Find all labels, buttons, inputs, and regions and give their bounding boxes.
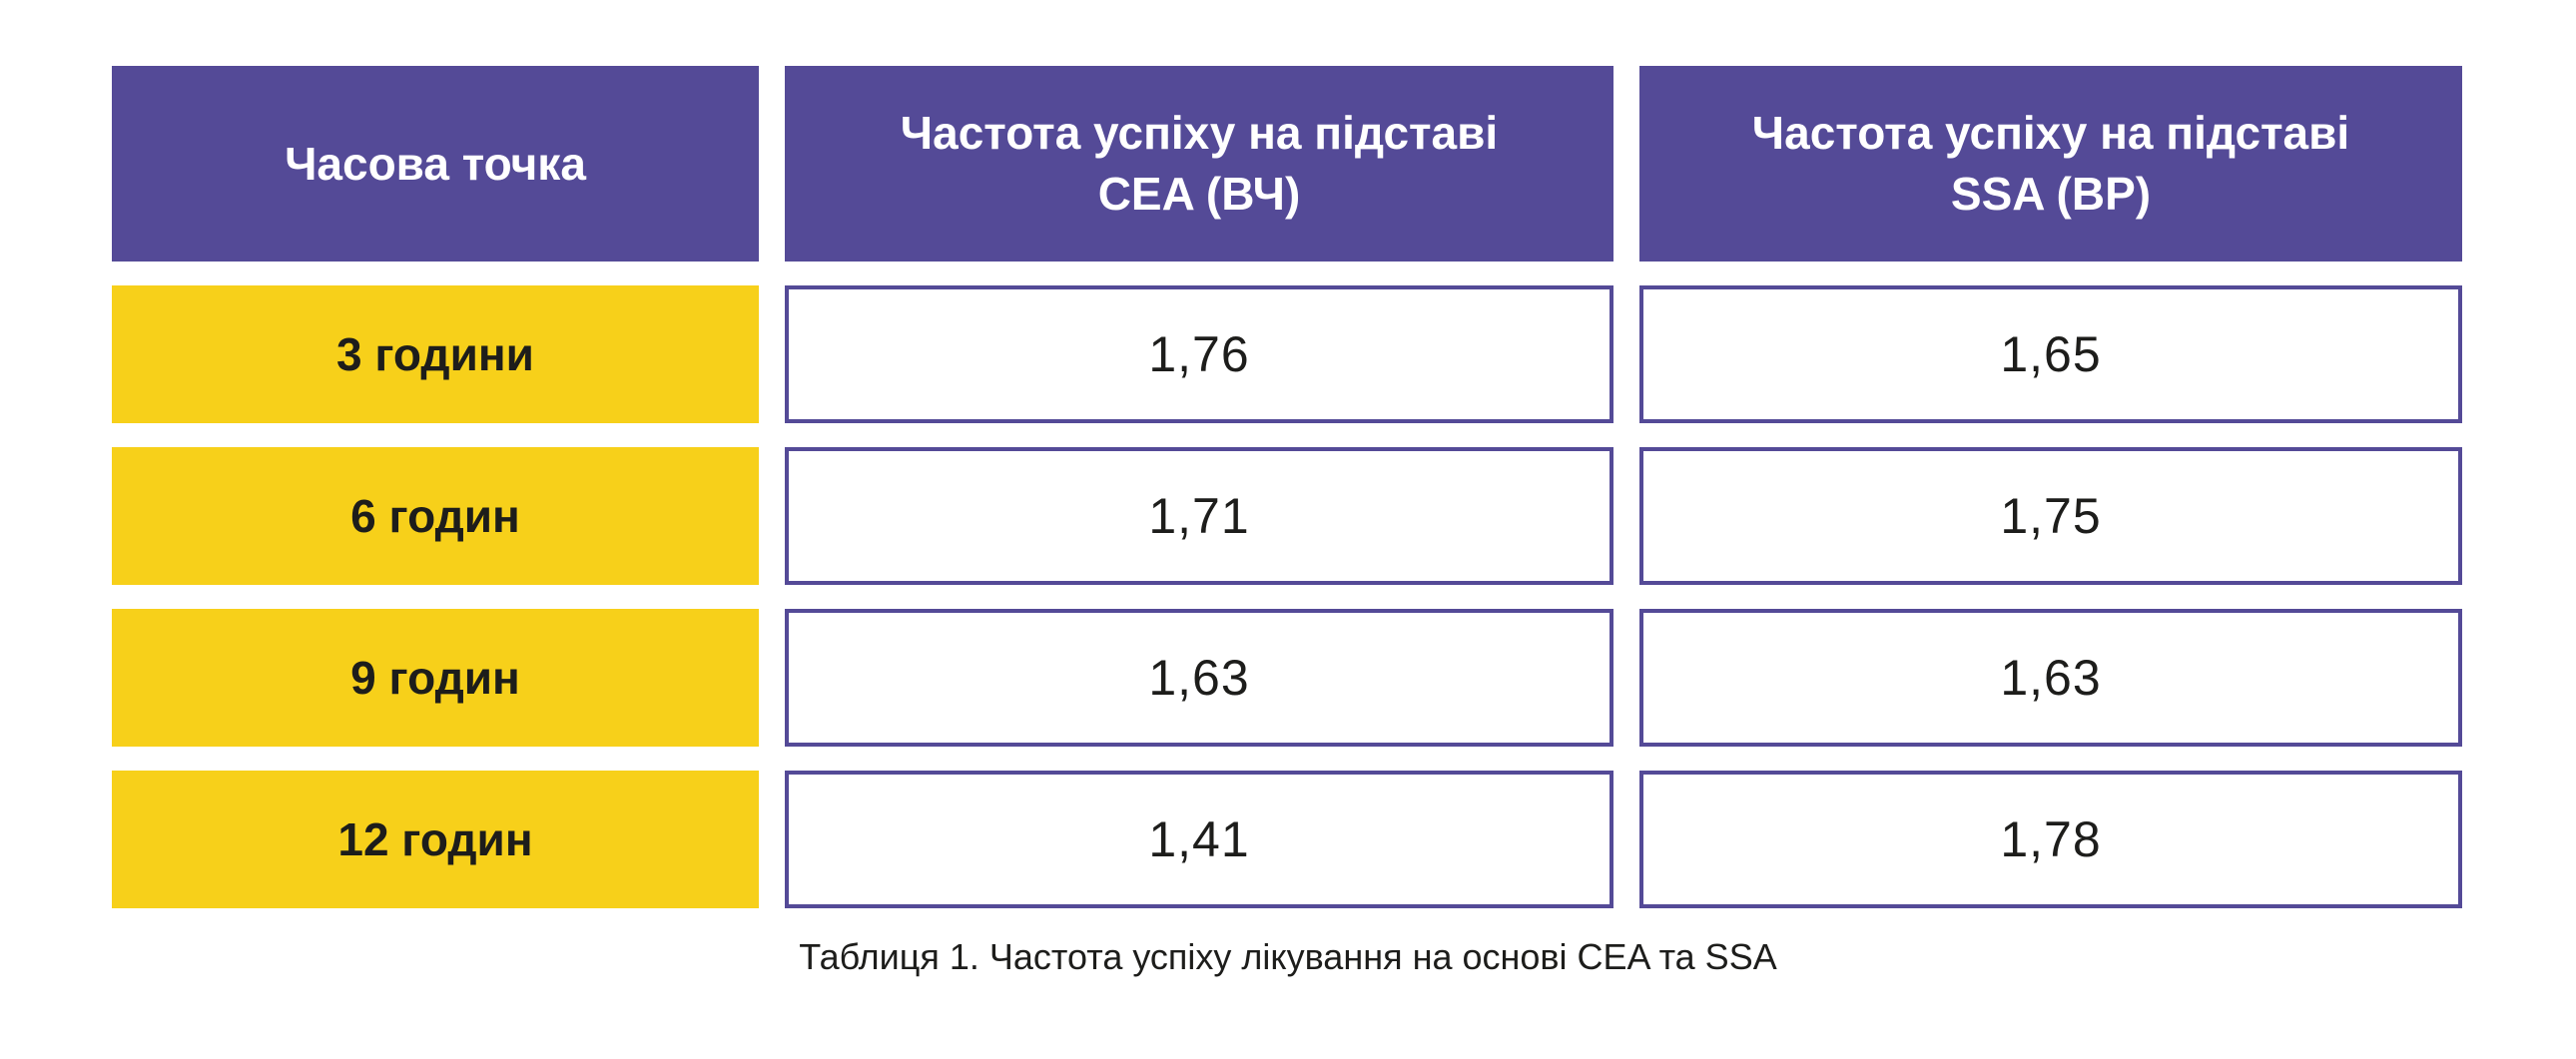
header-cell-ssa: Частота успіху на підставі SSA (ВР) bbox=[1639, 66, 2462, 262]
value-cell-cea-12h: 1,41 bbox=[785, 771, 1613, 908]
value-cell-ssa-9h: 1,63 bbox=[1639, 609, 2462, 747]
value-cell-ssa-3h: 1,65 bbox=[1639, 285, 2462, 423]
header-label: Частота успіху на підставі CEA (ВЧ) bbox=[900, 107, 1499, 220]
success-rate-table: Часова точка Частота успіху на підставі … bbox=[112, 66, 2462, 908]
table-caption: Таблиця 1. Частота успіху лікування на о… bbox=[799, 936, 1777, 977]
value-cell-cea-9h: 1,63 bbox=[785, 609, 1613, 747]
value-cell-ssa-6h: 1,75 bbox=[1639, 447, 2462, 585]
header-cell-time-point: Часова точка bbox=[112, 66, 759, 262]
row-label-12h: 12 годин bbox=[112, 771, 759, 908]
value-cell-ssa-12h: 1,78 bbox=[1639, 771, 2462, 908]
value-cell-cea-3h: 1,76 bbox=[785, 285, 1613, 423]
row-label-3h: 3 години bbox=[112, 285, 759, 423]
header-label: Частота успіху на підставі SSA (ВР) bbox=[1751, 107, 2350, 220]
header-cell-cea: Частота успіху на підставі CEA (ВЧ) bbox=[785, 66, 1613, 262]
header-label: Часова точка bbox=[285, 137, 586, 190]
value-cell-cea-6h: 1,71 bbox=[785, 447, 1613, 585]
row-label-6h: 6 годин bbox=[112, 447, 759, 585]
row-label-9h: 9 годин bbox=[112, 609, 759, 747]
